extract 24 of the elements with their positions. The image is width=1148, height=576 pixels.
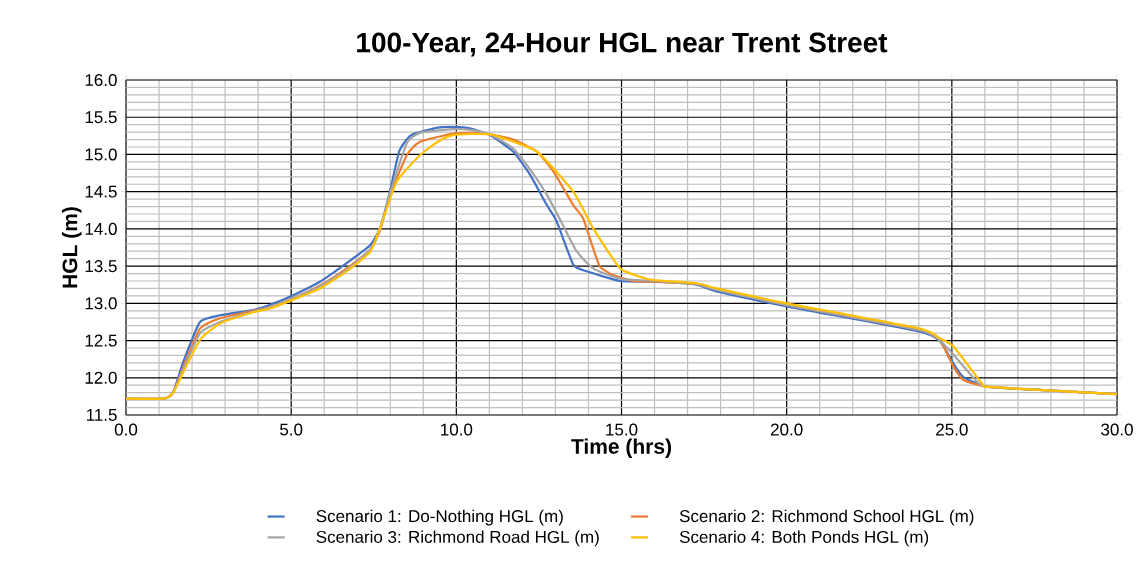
y-tick-label: 13.0 <box>85 297 117 310</box>
x-tick-label: 10.0 <box>441 423 473 436</box>
x-axis-title: Time (hrs) <box>571 438 672 459</box>
x-tick-label: 30.0 <box>1101 423 1133 436</box>
legend-label: Scenario 1: Do-Nothing HGL (m) <box>316 509 563 526</box>
y-tick-label: 15.5 <box>85 111 117 124</box>
y-tick-label: 12.0 <box>85 371 117 384</box>
y-tick-label: 11.5 <box>86 409 117 421</box>
legend-label: Scenario 3: Richmond Road HGL (m) <box>316 530 599 547</box>
chart-title: 100-Year, 24-Hour HGL near Trent Street <box>357 32 888 57</box>
y-tick-label: 13.5 <box>85 260 117 273</box>
y-tick-label: 14.5 <box>85 185 117 198</box>
y-axis-title: HGL (m) <box>61 207 82 288</box>
y-tick-label: 15.0 <box>85 148 117 161</box>
y-tick-label: 16.0 <box>85 73 117 87</box>
x-tick-label: 25.0 <box>936 423 968 436</box>
x-tick-label: 5.0 <box>280 423 303 436</box>
y-tick-label: 14.0 <box>85 222 117 235</box>
legend-label: Scenario 2: Richmond School HGL (m) <box>679 509 974 526</box>
legend-label: Scenario 4: Both Ponds HGL (m) <box>679 530 929 547</box>
x-tick-label: 15.0 <box>606 423 638 436</box>
x-tick-label: 20.0 <box>770 423 803 436</box>
x-tick-label: 0.0 <box>114 423 138 436</box>
y-tick-label: 12.5 <box>85 334 117 347</box>
